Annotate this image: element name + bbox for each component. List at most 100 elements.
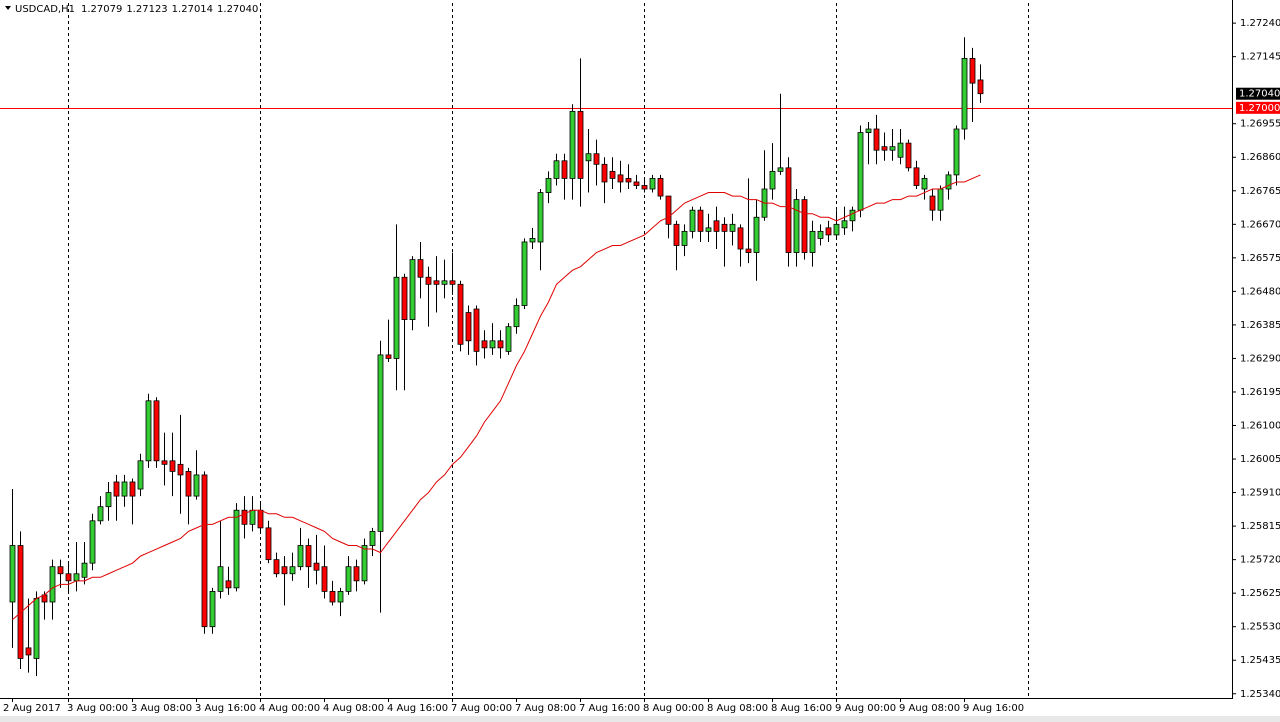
y-tick-label: 1.26005 — [1240, 454, 1280, 465]
candle-body — [801, 199, 808, 253]
bid-label: 1.27040 — [1239, 89, 1280, 100]
candle-body — [65, 573, 72, 582]
candle-body — [145, 400, 152, 462]
candle-body — [705, 227, 712, 232]
candle-body — [449, 280, 456, 285]
x-tick-label: 9 Aug 08:00 — [899, 703, 960, 714]
x-tick-label: 9 Aug 00:00 — [835, 703, 896, 714]
candle-body — [385, 354, 392, 359]
candle-body — [857, 132, 864, 211]
candle-body — [497, 340, 504, 349]
quote-value: 1.27079 — [81, 4, 122, 15]
x-tick-label: 7 Aug 08:00 — [515, 703, 576, 714]
candle-body — [865, 128, 872, 133]
candle-body — [753, 216, 760, 253]
candle-body — [457, 283, 464, 345]
x-tick-label: 2 Aug 2017 — [3, 703, 61, 714]
candle-body — [113, 481, 120, 497]
candle-body — [193, 474, 200, 497]
candle-body — [473, 308, 480, 352]
candle-body — [641, 185, 648, 190]
candle-body — [361, 545, 368, 582]
x-tick-label: 4 Aug 00:00 — [259, 703, 320, 714]
candle-body — [673, 223, 680, 246]
candle-body — [929, 195, 936, 211]
y-tick-label: 1.25625 — [1240, 588, 1280, 599]
quote-value: 1.27123 — [126, 4, 167, 15]
candle-body — [505, 326, 512, 352]
candle-body — [137, 460, 144, 490]
candle-body — [809, 230, 816, 253]
candle-body — [665, 195, 672, 225]
candle-body — [441, 280, 448, 285]
x-tick-label: 3 Aug 08:00 — [131, 703, 192, 714]
candle-body — [153, 400, 160, 462]
candle-body — [289, 566, 296, 575]
candle-body — [689, 209, 696, 232]
candle-body — [481, 340, 488, 349]
candle-body — [81, 562, 88, 578]
candle-body — [585, 153, 592, 162]
y-tick-label: 1.26290 — [1240, 353, 1280, 364]
candle-body — [249, 509, 256, 525]
candle-body — [681, 230, 688, 246]
candle-body — [417, 259, 424, 278]
candle-body — [825, 227, 832, 236]
candle-body — [593, 153, 600, 165]
candle-body — [897, 142, 904, 158]
candle-body — [833, 223, 840, 236]
candle-body — [169, 460, 176, 472]
candle-body — [889, 146, 896, 151]
candle-body — [569, 110, 576, 179]
candle-body — [745, 248, 752, 253]
candle-body — [305, 545, 312, 568]
candle-body — [905, 142, 912, 169]
menu-triangle[interactable] — [5, 6, 11, 10]
y-tick-label: 1.25910 — [1240, 488, 1280, 499]
candle-body — [953, 128, 960, 176]
candle-body — [265, 527, 272, 561]
candle-body — [841, 220, 848, 229]
candle-body — [433, 280, 440, 285]
candle-body — [185, 470, 192, 497]
candle-body — [617, 174, 624, 183]
candle-body — [201, 474, 208, 628]
candle-body — [57, 566, 64, 575]
candle-body — [89, 520, 96, 564]
y-tick-label: 1.25815 — [1240, 521, 1280, 532]
y-tick-label: 1.26765 — [1240, 186, 1280, 197]
bid-box — [1236, 87, 1280, 100]
candle-body — [529, 238, 536, 243]
candle-body — [353, 566, 360, 582]
candle-body — [241, 509, 248, 525]
candle-body — [49, 566, 56, 603]
y-tick-label: 1.26670 — [1240, 219, 1280, 230]
candle-body — [521, 241, 528, 306]
candle-body — [97, 506, 104, 522]
candle-body — [409, 259, 416, 321]
x-tick-label: 9 Aug 16:00 — [963, 703, 1024, 714]
candle-body — [873, 128, 880, 151]
candle-body — [729, 223, 736, 232]
candle-body — [737, 227, 744, 250]
day-separators — [68, 3, 1029, 698]
candle-body — [937, 188, 944, 211]
candle-body — [33, 598, 40, 659]
y-tick-label: 1.26480 — [1240, 286, 1280, 297]
candle-body — [793, 199, 800, 253]
candle-body — [961, 58, 968, 130]
candle-body — [73, 573, 80, 582]
y-tick-label: 1.25720 — [1240, 555, 1280, 566]
candle-body — [545, 178, 552, 193]
candle-body — [297, 545, 304, 568]
level-box — [1236, 101, 1280, 114]
x-tick-label: 7 Aug 16:00 — [579, 703, 640, 714]
candle-body — [369, 530, 376, 546]
candle-body — [217, 566, 224, 592]
candle-body — [105, 492, 112, 508]
candle-body — [609, 170, 616, 179]
quote-value: 1.27014 — [172, 4, 213, 15]
candle-body — [17, 545, 24, 659]
y-tick-label: 1.27240 — [1240, 18, 1280, 29]
